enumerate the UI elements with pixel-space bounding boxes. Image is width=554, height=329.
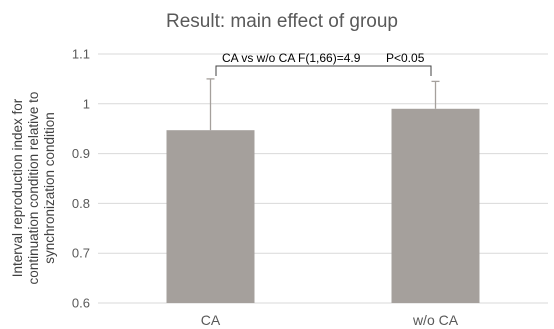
x-category-label: w/o CA (412, 312, 459, 328)
gridlines (98, 53, 548, 304)
chart-title: Result: main effect of group (166, 11, 398, 32)
y-tick-label: 0.6 (72, 296, 90, 311)
y-tick-label: 0.7 (72, 246, 90, 261)
bar (166, 130, 255, 303)
x-category-label: CA (201, 312, 221, 328)
y-axis-label-line-3: synchronization condition (42, 112, 57, 264)
y-tick-label: 0.9 (72, 146, 90, 161)
y-tick-label: 0.8 (72, 196, 90, 211)
x-axis-categories: CA w/o CA (201, 312, 459, 328)
y-axis-ticks: 0.6 0.7 0.8 0.9 1 1.1 (72, 47, 90, 311)
stat-test-label: CA vs w/o CA F(1,66)=4.9 (222, 51, 361, 65)
error-bars (206, 78, 440, 131)
y-axis-label-line-1: Interval reproduction index for (10, 98, 25, 277)
y-tick-label: 1 (83, 96, 90, 111)
bars (166, 108, 480, 303)
p-value-label: P<0.05 (386, 51, 425, 65)
y-axis-label: Interval reproduction index for continua… (10, 92, 57, 285)
y-tick-label: 1.1 (72, 47, 90, 62)
y-axis-label-line-2: continuation condition relative to (26, 92, 41, 285)
bar (391, 108, 480, 303)
significance-bracket (215, 65, 432, 76)
